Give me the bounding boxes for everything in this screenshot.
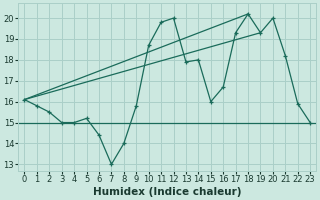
X-axis label: Humidex (Indice chaleur): Humidex (Indice chaleur) <box>93 187 242 197</box>
